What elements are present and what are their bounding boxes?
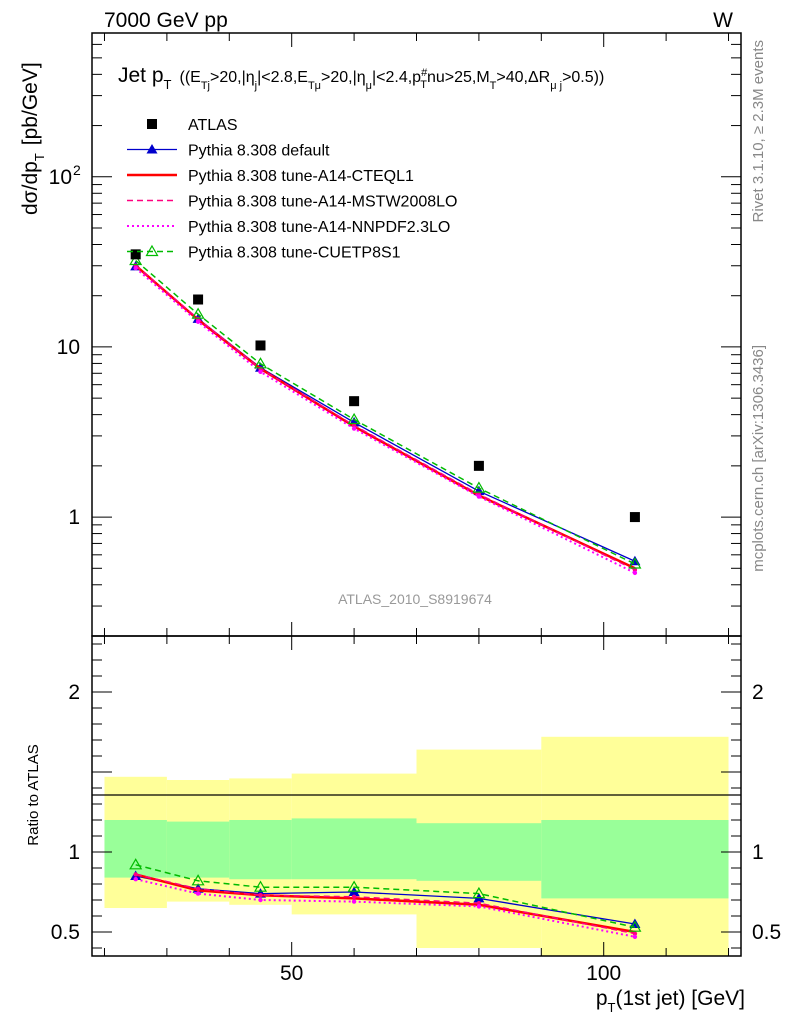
mcplots-source-label: mcplots.cern.ch [arXiv:1306.3436] <box>750 345 767 572</box>
green-band-bin-1 <box>166 821 230 878</box>
ratio-marker-series-2-1 <box>195 886 201 891</box>
atlas-data-group <box>130 249 640 523</box>
legend-entry-5: Pythia 8.308 tune-CUETP8S1 <box>188 245 401 262</box>
legend-entry-0: ATLAS <box>188 117 238 134</box>
x-tick-label-0: 50 <box>280 962 303 985</box>
main-marker-series-3-2 <box>258 369 263 375</box>
legend-entry-3: Pythia 8.308 tune-A14-MSTW2008LO <box>188 194 457 211</box>
green-band-bin-2 <box>229 820 292 880</box>
ratio-marker-series-3-5 <box>632 934 638 939</box>
main-marker-series-3-1 <box>195 319 201 324</box>
y-tick-label-exponent-2: 2 <box>73 162 81 178</box>
main-marker-series-4-1 <box>191 307 205 319</box>
atlas-data-point-1 <box>193 294 204 305</box>
ratio-marker-series-2-2 <box>258 893 263 898</box>
main-line-series-0 <box>135 265 636 562</box>
ratio-tick-label-right-2: 2 <box>752 681 764 704</box>
legend-marker-atlas <box>147 119 157 129</box>
ratio-line-series-3 <box>135 878 636 938</box>
main-marker-series-3-4 <box>476 494 482 499</box>
ratio-tick-label-left-2: 2 <box>68 681 80 704</box>
main-line-series-4 <box>135 259 636 565</box>
ratio-marker-series-3-1 <box>195 891 201 896</box>
green-band-bin-4 <box>416 823 542 881</box>
green-band-bin-0 <box>104 820 167 878</box>
ratio-marker-series-4-2 <box>253 880 268 892</box>
ratio-tick-label-right-1: 1 <box>752 841 764 864</box>
ratio-marker-series-4-0 <box>129 858 143 870</box>
collision-energy-label: 7000 GeV pp <box>104 9 228 32</box>
ratio-y-axis-title: Ratio to ATLAS <box>25 744 42 845</box>
ratio-marker-series-3-0 <box>133 877 138 882</box>
ratio-line-series-2 <box>135 873 636 935</box>
ratio-marker-series-4-5 <box>628 920 642 932</box>
ratio-marker-series-3-3 <box>351 899 357 904</box>
legend-marker-5 <box>145 244 159 257</box>
legend-entry-1: Pythia 8.308 default <box>188 143 330 160</box>
ratio-uncertainty-bands <box>104 736 729 956</box>
main-line-series-2 <box>135 264 636 571</box>
atlas-data-point-0 <box>130 249 141 260</box>
atlas-data-point-2 <box>255 340 266 351</box>
y-tick-label-2: 10 <box>49 166 72 189</box>
ratio-tick-label-left-0: 0.5 <box>51 921 80 944</box>
analysis-name-label: ATLAS_2010_S8919674 <box>338 591 492 607</box>
rivet-version-label: Rivet 3.1.10, ≥ 2.3M events <box>750 40 767 223</box>
main-marker-series-4-4 <box>472 481 486 493</box>
ratio-marker-series-2-5 <box>632 931 638 936</box>
axis-ticks <box>92 32 741 956</box>
y-tick-label-0: 1 <box>68 506 80 529</box>
main-series-group <box>129 253 642 576</box>
main-marker-series-3-0 <box>133 265 138 271</box>
ratio-line-series-1 <box>135 873 636 934</box>
ratio-marker-series-4-4 <box>472 886 486 899</box>
main-marker-series-2-5 <box>632 567 638 572</box>
atlas-data-point-4 <box>473 460 484 471</box>
main-marker-series-3-5 <box>632 570 638 576</box>
main-marker-series-4-2 <box>253 357 268 369</box>
ratio-marker-series-2-4 <box>476 901 482 906</box>
ratio-tick-label-right-0: 0.5 <box>752 921 781 944</box>
ratio-marker-series-2-0 <box>133 872 138 877</box>
atlas-data-point-5 <box>629 512 640 523</box>
main-marker-series-3-3 <box>351 426 357 431</box>
main-marker-series-2-3 <box>351 423 357 428</box>
x-axis-title: pT(1st jet) [GeV] <box>596 987 745 1015</box>
main-marker-series-0-5 <box>629 555 641 566</box>
ratio-series-group <box>129 858 642 939</box>
legend-entry-2: Pythia 8.308 tune-A14-CTEQL1 <box>188 168 414 185</box>
legend-entry-4: Pythia 8.308 tune-A14-NNPDF2.3LO <box>188 219 450 236</box>
ratio-marker-series-3-2 <box>258 897 263 903</box>
ratio-marker-series-4-3 <box>347 880 361 892</box>
ratio-marker-series-3-4 <box>476 904 482 909</box>
main-marker-series-4-0 <box>129 253 143 266</box>
y-tick-label-1: 10 <box>57 336 80 359</box>
process-label: W <box>713 9 733 32</box>
main-line-series-1 <box>134 264 636 570</box>
y-axis-title: dσ/dpT[pb/GeV] <box>19 62 47 215</box>
ratio-tick-label-left-1: 1 <box>68 841 80 864</box>
ratio-marker-series-2-3 <box>351 894 357 899</box>
plot-title: Jet pT ((ETj>20,|ηj|<2.8,ETμ>20,|ημ|<2.4,… <box>118 64 604 92</box>
atlas-data-point-3 <box>349 396 360 407</box>
main-marker-series-4-3 <box>347 412 361 425</box>
ratio-marker-series-4-1 <box>191 874 205 886</box>
legend-marker-1 <box>146 144 158 154</box>
main-marker-series-4-5 <box>628 557 642 569</box>
green-band-bin-3 <box>291 818 417 880</box>
legend: ATLAS Pythia 8.308 default Pythia 8.308 tu… <box>127 117 457 262</box>
ratio-line-series-4 <box>135 864 636 928</box>
green-band-bin-5 <box>541 820 729 899</box>
x-tick-label-1: 100 <box>586 962 621 985</box>
